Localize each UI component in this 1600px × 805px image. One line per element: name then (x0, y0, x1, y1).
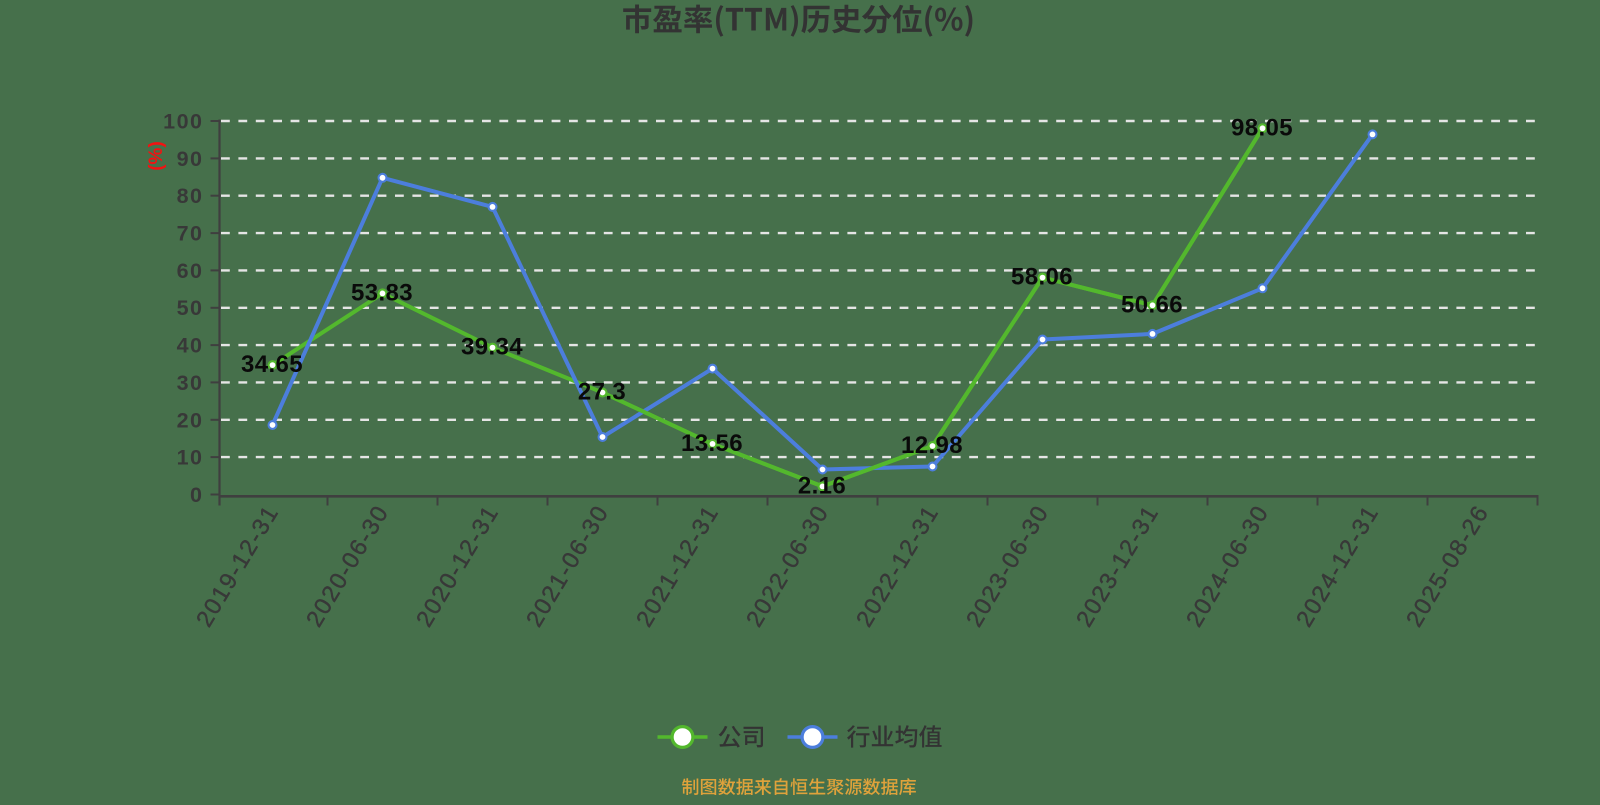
svg-text:20: 20 (177, 408, 204, 432)
svg-text:34.65: 34.65 (241, 351, 303, 378)
svg-text:98.05: 98.05 (1231, 114, 1293, 141)
svg-text:58.06: 58.06 (1011, 264, 1073, 291)
svg-text:90: 90 (177, 147, 204, 171)
svg-text:50: 50 (177, 296, 204, 320)
svg-text:(%): (%) (146, 141, 167, 171)
svg-text:80: 80 (177, 184, 204, 208)
svg-text:70: 70 (177, 222, 204, 246)
svg-text:39.34: 39.34 (461, 334, 523, 361)
svg-text:2.16: 2.16 (798, 472, 846, 499)
svg-text:27.3: 27.3 (578, 379, 626, 406)
svg-text:10: 10 (177, 446, 204, 470)
svg-text:13.56: 13.56 (681, 430, 743, 457)
svg-text:30: 30 (177, 371, 204, 395)
svg-text:0: 0 (190, 483, 203, 507)
svg-text:40: 40 (177, 334, 204, 358)
svg-text:60: 60 (177, 259, 204, 283)
svg-text:50.66: 50.66 (1121, 291, 1183, 318)
svg-text:53.83: 53.83 (351, 279, 413, 306)
svg-text:100: 100 (163, 110, 203, 134)
svg-text:12.98: 12.98 (901, 432, 963, 459)
